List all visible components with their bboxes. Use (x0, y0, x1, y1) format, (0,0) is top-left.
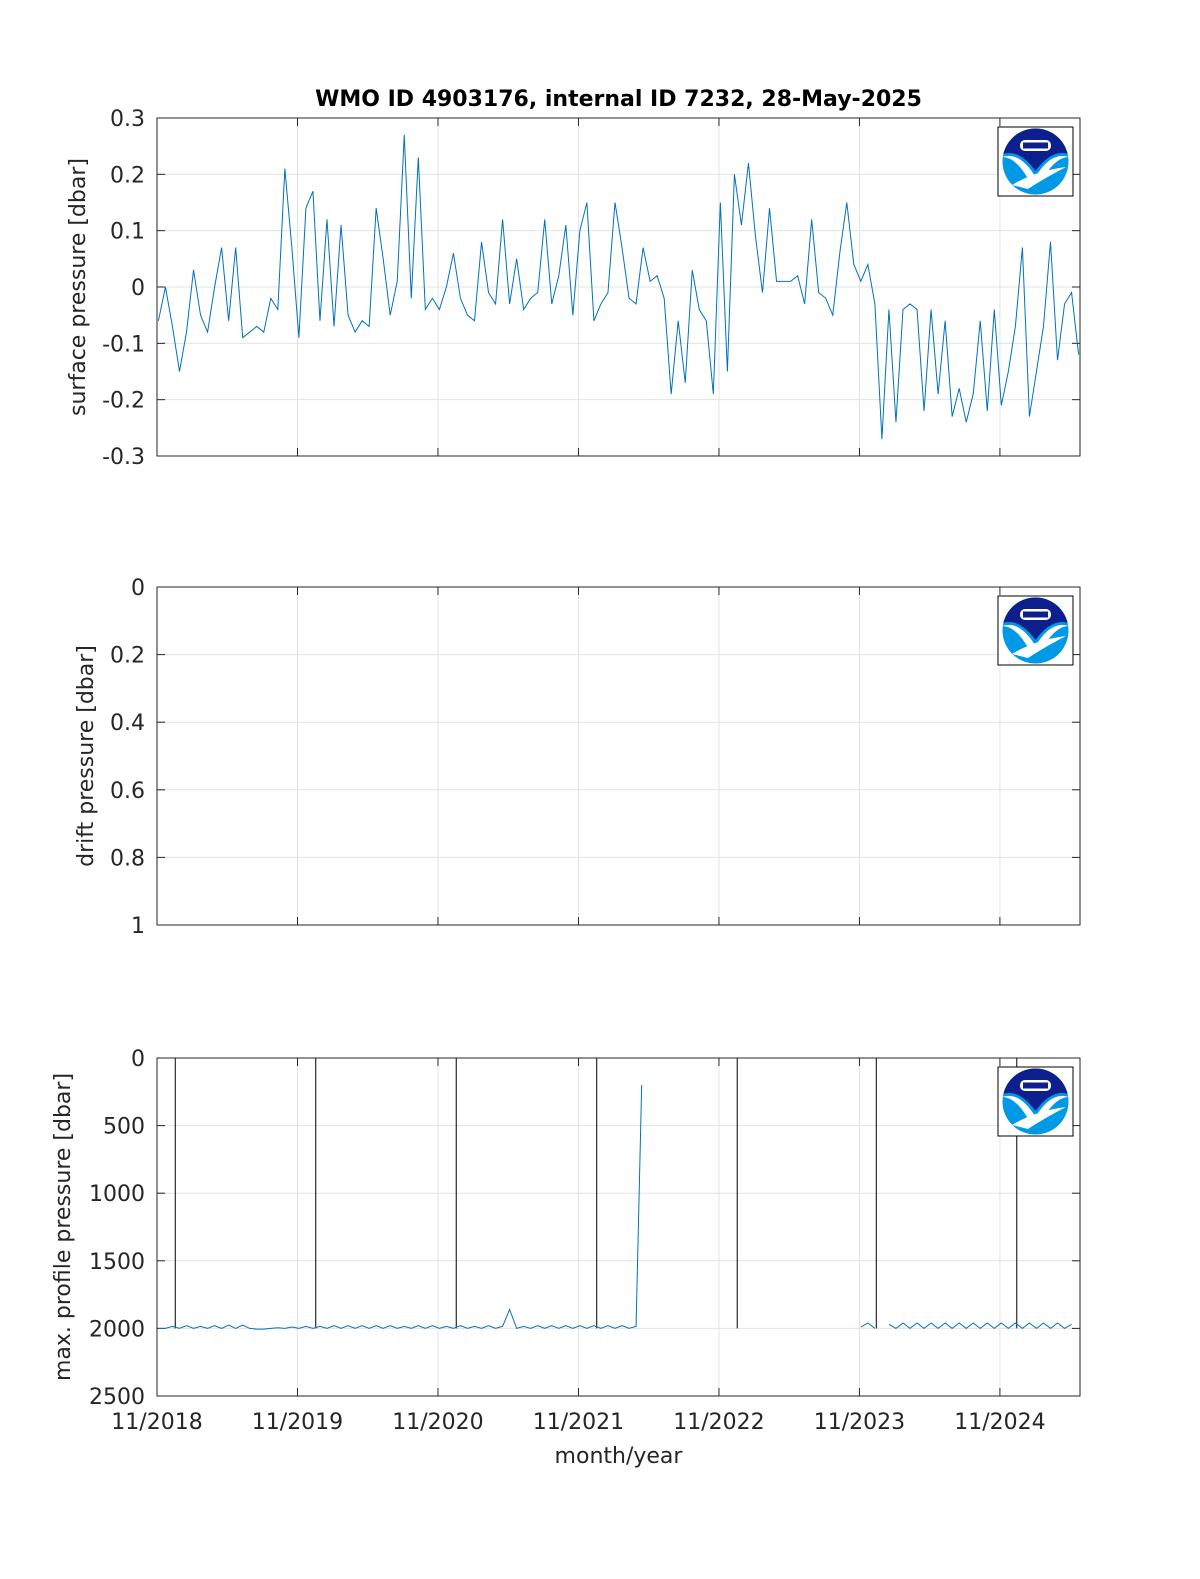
y-tick-label: 0 (131, 576, 145, 601)
y-tick-label: 2500 (89, 1385, 145, 1410)
axes-frame (156, 117, 1081, 457)
x-tick-label: 11/2021 (533, 1410, 624, 1435)
y-tick-label: 0.8 (110, 846, 145, 871)
data-line (158, 1085, 1072, 1330)
y-tick-label: -0.2 (102, 389, 145, 414)
x-tick-label: 11/2022 (673, 1410, 764, 1435)
noaa-logo (998, 596, 1073, 665)
y-tick-label: 1000 (89, 1182, 145, 1207)
y-tick-label: -0.3 (102, 445, 145, 470)
y-tick-label: 0.3 (110, 107, 145, 132)
y-tick-label: 0.6 (110, 779, 145, 804)
y-tick-label: 500 (103, 1115, 145, 1140)
axes-frame (156, 586, 1081, 926)
axes-background (157, 587, 1080, 925)
axes-background (157, 1058, 1080, 1396)
noaa-logo (998, 127, 1073, 196)
data-line (157, 134, 1080, 440)
x-tick-label: 11/2019 (252, 1410, 343, 1435)
x-axis-label: month/year (555, 1444, 684, 1469)
x-tick-label: 11/2020 (392, 1410, 483, 1435)
y-axis-label: max. profile pressure [dbar] (51, 1073, 76, 1381)
chart-title: WMO ID 4903176, internal ID 7232, 28-May… (315, 87, 922, 112)
y-axis-label: drift pressure [dbar] (74, 645, 99, 867)
x-tick-label: 11/2018 (111, 1410, 202, 1435)
y-tick-label: 2000 (89, 1317, 145, 1342)
y-tick-label: 0.2 (110, 163, 145, 188)
y-tick-label: -0.1 (102, 332, 145, 357)
y-tick-label: 0 (131, 1047, 145, 1072)
y-tick-label: 0.4 (110, 711, 145, 736)
y-tick-label: 1500 (89, 1250, 145, 1275)
y-tick-label: 0.1 (110, 220, 145, 245)
y-tick-label: 0 (131, 276, 145, 301)
x-tick-label: 11/2023 (814, 1410, 905, 1435)
y-axis-label: surface pressure [dbar] (66, 158, 91, 416)
axes-frame (156, 1057, 1081, 1397)
y-tick-label: 1 (131, 914, 145, 939)
noaa-logo (998, 1067, 1073, 1136)
x-tick-label: 11/2024 (954, 1410, 1045, 1435)
y-tick-label: 0.2 (110, 644, 145, 669)
